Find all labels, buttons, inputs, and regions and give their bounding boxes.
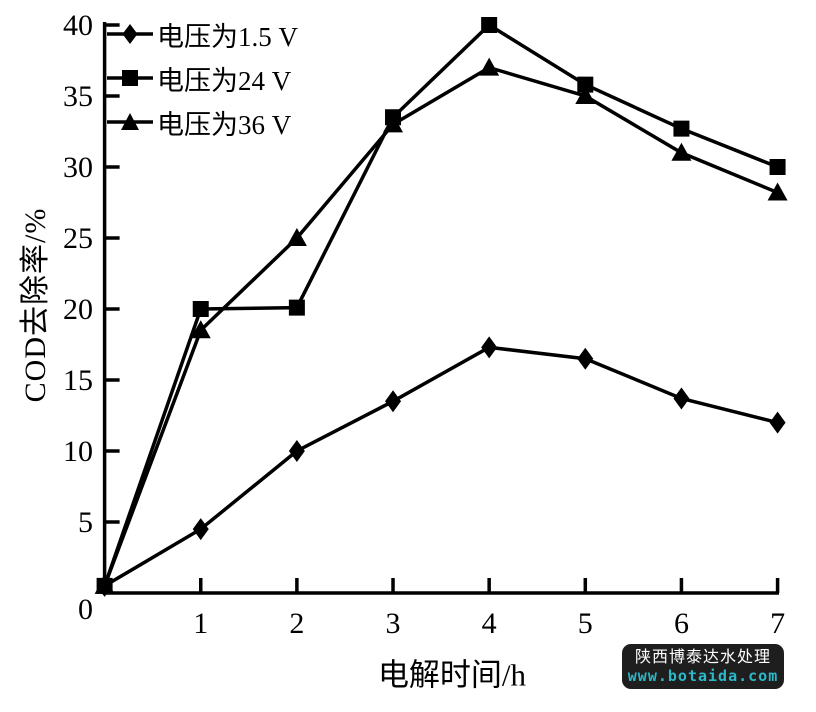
x-tick-label: 6 — [674, 607, 689, 640]
data-point-triangle — [383, 114, 404, 133]
data-point-diamond — [192, 518, 209, 541]
data-point-triangle — [767, 182, 788, 201]
legend-item-36v: 电压为36 V — [106, 100, 298, 144]
data-point-square — [192, 301, 209, 317]
data-point-triangle — [671, 142, 692, 161]
x-axis-title: 电解时间/h — [377, 657, 527, 693]
y-tick-label: 10 — [63, 435, 93, 468]
triangle-marker-icon — [107, 113, 153, 130]
diamond-marker-icon — [107, 24, 153, 44]
data-point-diamond — [577, 347, 594, 370]
data-point-square — [769, 159, 786, 175]
data-point-diamond — [673, 387, 690, 410]
y-tick-label: 25 — [63, 222, 93, 255]
data-point-triangle — [286, 228, 307, 246]
y-tick-label: 0 — [78, 593, 93, 626]
series-line-triangle — [102, 65, 779, 587]
data-point-diamond — [481, 336, 498, 359]
x-tick-label: 4 — [482, 607, 497, 640]
watermark-badge: 陕西博泰达水处理 www.botaida.com — [622, 644, 784, 689]
y-tick-label: 5 — [78, 506, 93, 539]
data-point-triangle — [190, 320, 211, 339]
watermark-url: www.botaida.com — [627, 667, 779, 686]
legend-label: 电压为36 V — [157, 109, 292, 140]
data-point-square — [577, 76, 594, 93]
y-tick-label: 35 — [63, 80, 93, 113]
legend-label: 电压为24 V — [157, 65, 292, 96]
legend: 电压为1.5 V 电压为24 V 电压为36 V — [106, 12, 298, 144]
data-point-square — [673, 120, 690, 137]
series-line-diamond — [103, 345, 779, 588]
y-tick-label: 30 — [63, 151, 93, 184]
y-tick-label: 40 — [63, 9, 93, 42]
data-point-diamond — [288, 440, 305, 462]
x-tick-label: 1 — [193, 607, 208, 640]
y-axis-title: COD去除率/% — [19, 207, 52, 403]
data-point-square — [288, 299, 305, 316]
legend-label: 电压为1.5 V — [157, 21, 298, 52]
data-point-diamond — [385, 390, 402, 413]
legend-item-24v: 电压为24 V — [106, 56, 298, 100]
legend-item-1-5v: 电压为1.5 V — [106, 12, 298, 56]
x-tick-label: 2 — [289, 607, 304, 640]
x-tick-label: 5 — [578, 607, 593, 640]
square-marker-icon — [107, 70, 153, 86]
y-tick-label: 20 — [63, 293, 93, 326]
y-tick-label: 15 — [63, 364, 93, 397]
series-line-square — [102, 22, 779, 587]
watermark-company: 陕西博泰达水处理 — [634, 648, 771, 666]
x-tick-label: 3 — [386, 607, 401, 640]
data-point-triangle — [575, 86, 596, 104]
data-point-diamond — [769, 411, 786, 434]
data-point-square — [481, 17, 498, 33]
data-point-triangle — [94, 575, 115, 594]
x-tick-label: 7 — [770, 607, 785, 640]
data-point-triangle — [479, 57, 500, 76]
